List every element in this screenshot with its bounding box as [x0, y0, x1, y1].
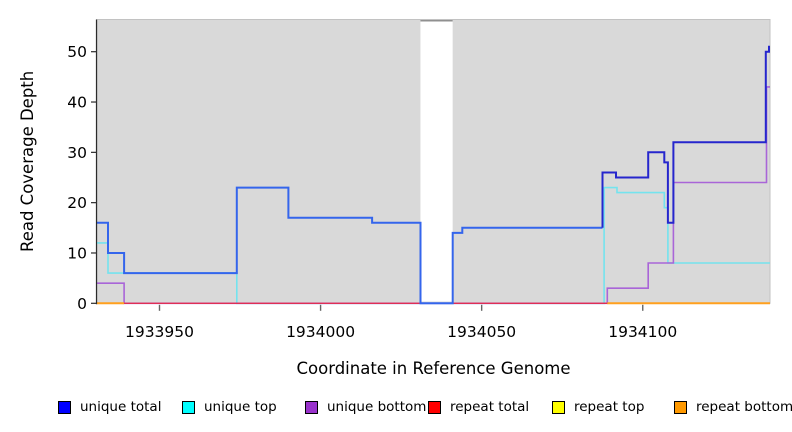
coverage-gap-mask [420, 19, 453, 302]
legend-item-repeat-bottom: repeat bottom [674, 399, 792, 415]
y-tick-label: 20 [67, 194, 87, 212]
legend-swatch [428, 400, 441, 414]
x-tick-label: 1934050 [447, 323, 516, 341]
legend-label: unique top [204, 399, 277, 415]
legend-item-repeat-top: repeat top [552, 399, 644, 415]
x-tick-label: 1933950 [125, 323, 194, 341]
legend-label: repeat total [450, 399, 530, 415]
y-tick-label: 10 [67, 244, 87, 262]
legend-label: repeat bottom [696, 399, 792, 415]
y-tick-label: 30 [67, 144, 87, 162]
series-unique-bottom [97, 86, 770, 305]
x-axis-title: Coordinate in Reference Genome [296, 359, 570, 378]
legend-item-unique-top: unique top [182, 399, 277, 415]
legend-label: unique bottom [327, 399, 427, 415]
legend-item-repeat-total: repeat total [428, 399, 529, 415]
legend-label: repeat top [574, 399, 645, 415]
y-tick-label: 0 [77, 295, 87, 313]
legend: unique total unique top unique bottom repea… [0, 399, 792, 419]
legend-item-unique-bottom: unique bottom [305, 399, 426, 415]
legend-swatch [182, 400, 195, 414]
x-tick-label: 1934100 [608, 323, 677, 341]
legend-swatch [552, 400, 565, 414]
legend-swatch [674, 400, 687, 414]
legend-label: unique total [80, 399, 162, 415]
y-tick-label: 50 [67, 43, 87, 61]
series-unique-total [97, 186, 603, 305]
series-unique-total [601, 45, 770, 228]
legend-swatch [58, 400, 71, 414]
legend-item-unique-total: unique total [58, 399, 161, 415]
y-tick-label: 40 [67, 94, 87, 112]
x-tick-label: 1934000 [286, 323, 355, 341]
y-axis-title: Read Coverage Depth [18, 71, 37, 252]
legend-swatch [305, 400, 318, 414]
